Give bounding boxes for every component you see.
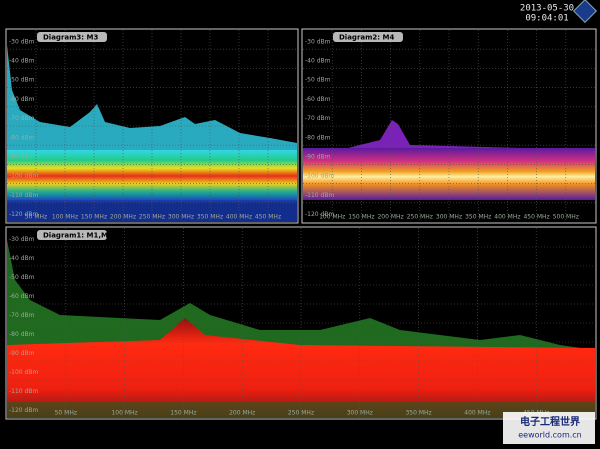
diagram-title: Diagram1: M1,M2 bbox=[43, 232, 113, 240]
y-label: -30 dBm bbox=[9, 236, 35, 243]
y-label: -50 dBm bbox=[9, 77, 35, 84]
brand: 电子工程世界 bbox=[520, 415, 580, 428]
y-label: -90 dBm bbox=[9, 153, 35, 160]
x-label: 250 MHz bbox=[288, 410, 314, 417]
x-label: 500 MHz bbox=[553, 214, 579, 221]
diagram-title: Diagram2: M4 bbox=[339, 34, 394, 42]
y-label: -90 dBm bbox=[9, 350, 35, 357]
x-label: 100 MHz bbox=[111, 410, 137, 417]
y-label: -110 dBm bbox=[9, 192, 38, 199]
diagram-title: Diagram3: M3 bbox=[43, 34, 98, 42]
x-label: 100 MHz bbox=[52, 214, 78, 221]
x-label: 200 MHz bbox=[110, 214, 136, 221]
x-label: 350 MHz bbox=[405, 410, 431, 417]
diagram-tab bbox=[333, 32, 403, 42]
y-label: -80 dBm bbox=[305, 134, 331, 141]
diagram: Diagram2: M4 -30 dBm -40 dBm -50 dBm -60 dBm… bbox=[301, 28, 597, 224]
y-label: -50 dBm bbox=[9, 274, 35, 281]
x-label: 450 MHz bbox=[255, 214, 281, 221]
diagram-frame bbox=[5, 226, 597, 420]
x-label: 450 MHz bbox=[523, 214, 549, 221]
y-label: -60 dBm bbox=[305, 96, 331, 103]
y-label: -100 dBm bbox=[9, 369, 38, 376]
x-label: 300 MHz bbox=[436, 214, 462, 221]
diagram: Diagram3: M3 -30 dBm -40 dBm -50 dBm -60 dBm… bbox=[5, 28, 299, 224]
y-label: -90 dBm bbox=[305, 153, 331, 160]
y-label: -60 dBm bbox=[9, 293, 35, 300]
y-label: -30 dBm bbox=[305, 38, 331, 45]
diagram: Diagram1: M1,M2 -30 dBm -40 dBm -50 dBm -60 … bbox=[5, 226, 597, 420]
x-label: 150 MHz bbox=[348, 214, 374, 221]
x-label: 150 MHz bbox=[81, 214, 107, 221]
x-label: 400 MHz bbox=[494, 214, 520, 221]
diagram-frame bbox=[5, 28, 299, 224]
y-label: -60 dBm bbox=[9, 96, 35, 103]
x-label: 300 MHz bbox=[168, 214, 194, 221]
diagram-tab bbox=[37, 32, 107, 42]
y-label: -110 dBm bbox=[9, 388, 38, 395]
y-label: -120 dBm bbox=[9, 407, 38, 414]
x-label: 250 MHz bbox=[407, 214, 433, 221]
y-label: -40 dBm bbox=[305, 57, 331, 64]
x-label: 250 MHz bbox=[139, 214, 165, 221]
x-label: 300 MHz bbox=[347, 410, 373, 417]
watermark: 电子工程世界 eeworld.com.cn bbox=[503, 412, 595, 444]
y-label: -40 dBm bbox=[9, 57, 35, 64]
x-label: 50 MHz bbox=[55, 410, 77, 417]
y-label: -100 dBm bbox=[305, 173, 334, 180]
x-label: 150 MHz bbox=[170, 410, 196, 417]
x-label: 400 MHz bbox=[226, 214, 252, 221]
logo bbox=[572, 0, 598, 24]
x-label: 350 MHz bbox=[465, 214, 491, 221]
diagram-tab bbox=[37, 230, 107, 240]
x-label: 400 MHz bbox=[464, 410, 490, 417]
spectrum-1 bbox=[7, 240, 595, 418]
site: eeworld.com.cn bbox=[518, 431, 582, 440]
y-label: -80 dBm bbox=[9, 331, 35, 338]
y-label: -40 dBm bbox=[9, 255, 35, 262]
y-label: -120 dBm bbox=[305, 211, 334, 218]
y-label: -80 dBm bbox=[9, 134, 35, 141]
diagram-frame bbox=[301, 28, 597, 224]
x-label: 100 MHz bbox=[319, 214, 345, 221]
date: 2013-05-30 bbox=[520, 4, 574, 14]
y-label: -70 dBm bbox=[9, 115, 35, 122]
x-label: 200 MHz bbox=[229, 410, 255, 417]
y-label: -110 dBm bbox=[305, 192, 334, 199]
y-label: -30 dBm bbox=[9, 38, 35, 45]
y-label: -100 dBm bbox=[9, 173, 38, 180]
time: 09:04:01 bbox=[525, 14, 568, 24]
y-label: -70 dBm bbox=[9, 312, 35, 319]
x-label: 200 MHz bbox=[377, 214, 403, 221]
x-label: 50 MHz bbox=[25, 214, 47, 221]
y-label: -120 dBm bbox=[9, 211, 38, 218]
y-label: -70 dBm bbox=[305, 115, 331, 122]
x-label: 350 MHz bbox=[197, 214, 223, 221]
y-label: -50 dBm bbox=[305, 77, 331, 84]
